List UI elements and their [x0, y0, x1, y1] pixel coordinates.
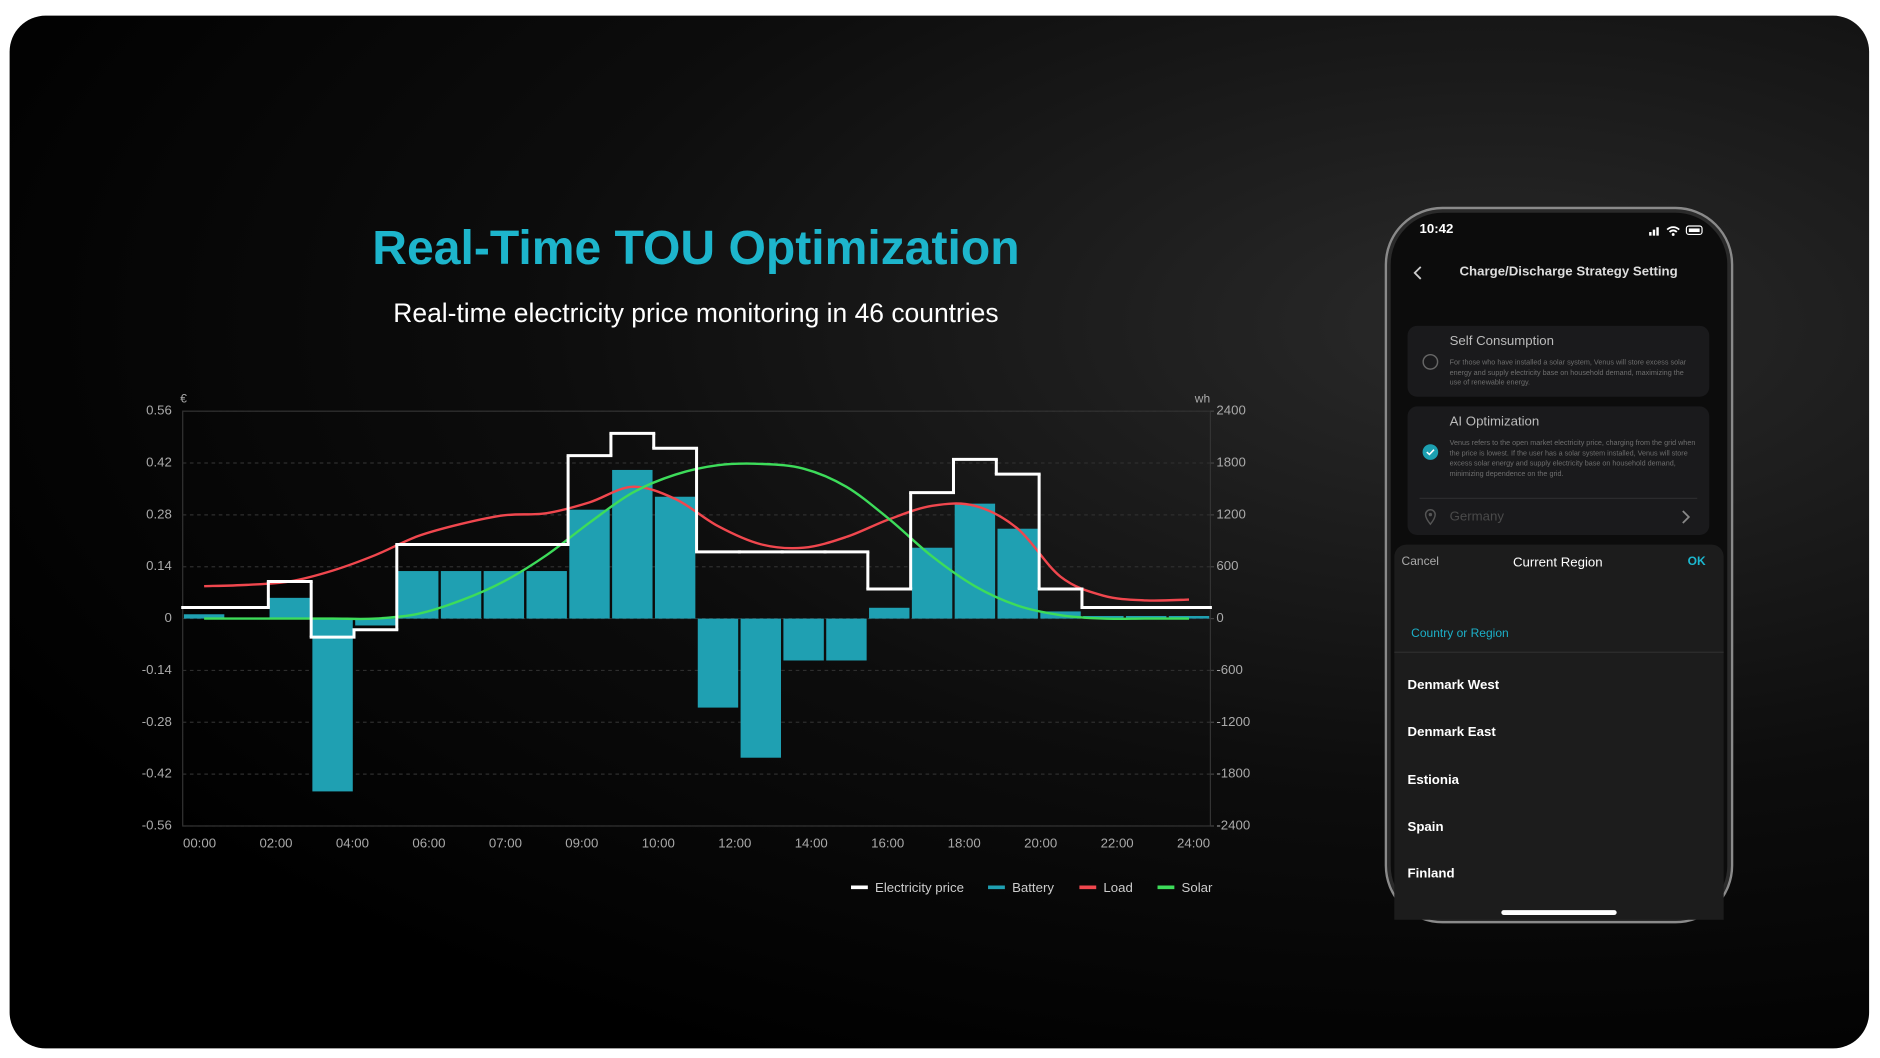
region-item[interactable]: Finland [1407, 866, 1455, 882]
battery-bar [1168, 615, 1210, 619]
battery-bar [654, 496, 696, 619]
x-tick-label: 16:00 [871, 836, 904, 851]
screen-title: Charge/Discharge Strategy Setting [1459, 264, 1678, 279]
x-tick-label: 02:00 [259, 836, 292, 851]
x-tick-label: 20:00 [1024, 836, 1057, 851]
region-item[interactable]: Spain [1407, 819, 1444, 835]
battery-bar [1125, 615, 1167, 619]
status-icons [1649, 225, 1703, 236]
option-card[interactable] [1407, 406, 1710, 536]
chevron [1682, 510, 1691, 524]
battery-bar [183, 614, 225, 619]
y-tick-label: 0.56 [146, 403, 172, 418]
y2-tick-label: 1800 [1216, 455, 1245, 470]
battery-bar [869, 607, 910, 619]
chart-subtitle: Real-time electricity price monitoring i… [393, 298, 998, 328]
legend-label: Electricity price [875, 880, 964, 895]
y-tick-label: -0.42 [142, 766, 172, 781]
legend-label: Solar [1182, 880, 1213, 895]
location-value: Germany [1449, 509, 1505, 525]
ok-button[interactable]: OK [1687, 555, 1706, 569]
x-tick-label: 07:00 [489, 836, 522, 851]
status-time: 10:42 [1419, 222, 1454, 237]
divider [1419, 497, 1698, 499]
battery-bar [269, 597, 310, 619]
legend-label: Battery [1012, 880, 1054, 895]
y2-tick-label: -1800 [1216, 766, 1250, 781]
option-title: Self Consumption [1449, 334, 1554, 349]
x-tick-label: 06:00 [412, 836, 445, 851]
option-description: For those who have installed a solar sys… [1449, 359, 1687, 388]
battery-bar [355, 618, 396, 626]
battery-bar [826, 618, 867, 661]
back-button[interactable] [1410, 265, 1424, 282]
battery-bar [312, 618, 353, 792]
battery-bar [526, 571, 567, 619]
y2-tick-label: -2400 [1216, 817, 1250, 832]
y2-tick-label: 2400 [1216, 403, 1245, 418]
y-tick-label: 0.14 [146, 558, 172, 573]
x-tick-label: 12:00 [718, 836, 751, 851]
chart-title: Real-Time TOU Optimization [372, 221, 1019, 275]
y2-tick-label: -600 [1216, 662, 1242, 677]
battery-bar [612, 469, 653, 619]
y-tick-label: -0.14 [142, 662, 172, 677]
x-tick-label: 14:00 [795, 836, 828, 851]
y2-tick-label: 1200 [1216, 506, 1245, 521]
x-tick-label: 00:00 [183, 836, 216, 851]
option-card[interactable] [1407, 325, 1710, 397]
x-tick-label: 04:00 [336, 836, 369, 851]
option-description: Venus refers to the open market electric… [1449, 440, 1696, 478]
y-unit: € [180, 391, 187, 405]
location-icon [1424, 509, 1436, 526]
battery-bar [954, 503, 996, 619]
y-tick-label: 0.42 [146, 455, 172, 470]
battery-bar [697, 618, 739, 708]
y2-unit: wh [1194, 391, 1210, 405]
y-tick-label: 0 [165, 610, 172, 625]
region-item[interactable]: Denmark West [1407, 678, 1500, 693]
y-tick-label: -0.28 [142, 714, 172, 729]
battery-bar [483, 571, 525, 619]
x-tick-label: 24:00 [1177, 836, 1210, 851]
y-tick-label: 0.28 [146, 506, 172, 521]
x-tick-label: 09:00 [565, 836, 598, 851]
divider [1394, 651, 1724, 653]
y2-tick-label: 0 [1216, 610, 1223, 625]
home-indicator [1501, 910, 1617, 915]
section-label: Country or Region [1411, 627, 1509, 641]
radio-checked [1422, 444, 1439, 460]
y-tick-label: -0.56 [142, 817, 172, 832]
battery-bar [569, 509, 610, 619]
region-item[interactable]: Estionia [1407, 773, 1459, 788]
option-title: AI Optimization [1449, 414, 1540, 430]
region-item[interactable]: Denmark East [1407, 724, 1496, 740]
y2-tick-label: 600 [1216, 558, 1238, 573]
battery-bar [911, 547, 953, 619]
battery-bar [740, 618, 781, 758]
battery-bar [1083, 615, 1124, 619]
x-tick-label: 10:00 [642, 836, 675, 851]
bottom-sheet [1394, 544, 1724, 920]
y2-tick-label: -1200 [1216, 714, 1250, 729]
series-line [204, 485, 1190, 602]
x-tick-label: 18:00 [948, 836, 981, 851]
x-tick-label: 22:00 [1101, 836, 1134, 851]
sheet-title: Current Region [1512, 555, 1603, 570]
battery-bar [783, 618, 824, 661]
legend-label: Load [1103, 880, 1132, 895]
radio-empty [1422, 353, 1439, 370]
cancel-button[interactable]: Cancel [1401, 555, 1439, 569]
